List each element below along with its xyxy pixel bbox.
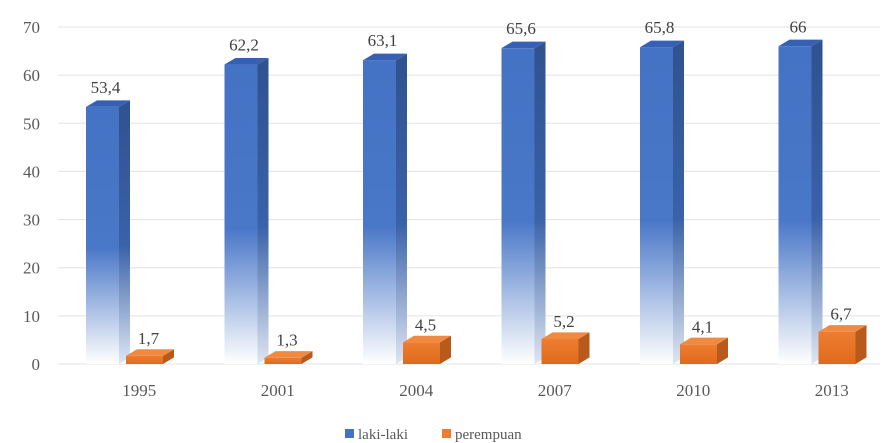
bar-laki-laki — [778, 46, 812, 364]
gridlines — [58, 26, 880, 365]
bar-perempuan-top — [264, 351, 313, 358]
bar-perempuan — [541, 338, 579, 364]
bar-laki-laki-side — [119, 100, 130, 365]
bar-perempuan-side — [855, 325, 867, 364]
bar-laki-laki-side — [811, 39, 823, 365]
bar-laki-laki-side — [257, 57, 269, 365]
data-label-perempuan: 6,7 — [830, 305, 852, 324]
bar-perempuan-top — [680, 337, 728, 345]
legend-label-perempuan: perempuan — [455, 427, 522, 443]
bar-perempuan-top — [403, 335, 451, 343]
bar-perempuan — [403, 342, 440, 364]
y-tick-label: 70 — [23, 18, 40, 37]
bar-laki-laki — [501, 48, 535, 364]
bar-laki-laki-side — [673, 40, 684, 365]
bar-perempuan-top — [541, 332, 590, 339]
x-tick-label: 2001 — [261, 381, 295, 400]
data-label-laki-laki: 65,6 — [506, 19, 536, 38]
data-label-laki-laki: 62,2 — [229, 36, 259, 55]
data-label-perempuan: 5,2 — [553, 312, 574, 331]
bar-laki-laki-side — [534, 41, 546, 364]
bar-laki-laki-top — [224, 57, 269, 65]
bar-laki-laki — [224, 64, 258, 365]
bar-perempuan-side — [301, 351, 313, 364]
x-axis: 1995 2001 2004 2007 2010 2013 — [122, 381, 849, 400]
data-label-perempuan: 1,3 — [276, 331, 297, 350]
bar-laki-laki-top — [778, 39, 823, 47]
bar-perempuan-top — [126, 349, 174, 356]
y-tick-label: 20 — [23, 259, 40, 278]
y-tick-label: 60 — [23, 66, 40, 85]
bars — [86, 39, 867, 365]
legend-swatch-laki-laki — [345, 429, 354, 438]
data-label-laki-laki: 53,4 — [91, 78, 121, 97]
y-tick-label: 0 — [32, 355, 41, 374]
bar-perempuan — [126, 355, 163, 364]
bar-laki-laki-top — [86, 100, 130, 107]
bar-laki-laki-side — [396, 53, 407, 365]
data-label-perempuan: 4,1 — [692, 317, 713, 336]
data-label-laki-laki: 66 — [790, 17, 807, 36]
bar-perempuan-side — [440, 335, 451, 364]
bar-laki-laki — [86, 106, 119, 364]
legend-swatch-perempuan — [442, 429, 451, 438]
bar-laki-laki-top — [640, 40, 684, 48]
data-label-laki-laki: 65,8 — [645, 18, 675, 37]
bar-perempuan-side — [163, 349, 174, 364]
y-tick-label: 50 — [23, 114, 40, 133]
y-axis: 0 10 20 30 40 50 60 70 — [23, 18, 40, 374]
x-tick-label: 1995 — [122, 381, 156, 400]
bar-perempuan-side — [717, 337, 728, 364]
data-label-perempuan: 1,7 — [138, 329, 160, 348]
x-tick-label: 2013 — [815, 381, 849, 400]
x-tick-label: 2004 — [399, 381, 434, 400]
data-labels: 53,4 1,7 62,2 1,3 63,1 4,5 65,6 5,2 65,8 4,1 66 6,7 — [91, 17, 853, 349]
bar-perempuan-side — [578, 332, 590, 364]
y-tick-label: 30 — [23, 211, 40, 230]
x-tick-label: 2010 — [676, 381, 710, 400]
data-label-laki-laki: 63,1 — [368, 31, 398, 50]
bar-laki-laki — [640, 47, 673, 364]
bar-laki-laki-top — [501, 41, 546, 49]
bar-laki-laki-top — [363, 53, 407, 61]
bar-perempuan-top — [818, 325, 867, 332]
data-label-perempuan: 4,5 — [415, 315, 436, 334]
legend: laki-laki perempuan — [345, 427, 522, 443]
legend-label-laki-laki: laki-laki — [358, 427, 408, 443]
bar-perempuan — [264, 357, 302, 364]
y-tick-label: 10 — [23, 307, 40, 326]
x-tick-label: 2007 — [538, 381, 573, 400]
bar-perempuan — [680, 344, 717, 364]
bar-laki-laki — [363, 60, 396, 365]
y-tick-label: 40 — [23, 162, 40, 181]
bar-perempuan — [818, 331, 856, 364]
